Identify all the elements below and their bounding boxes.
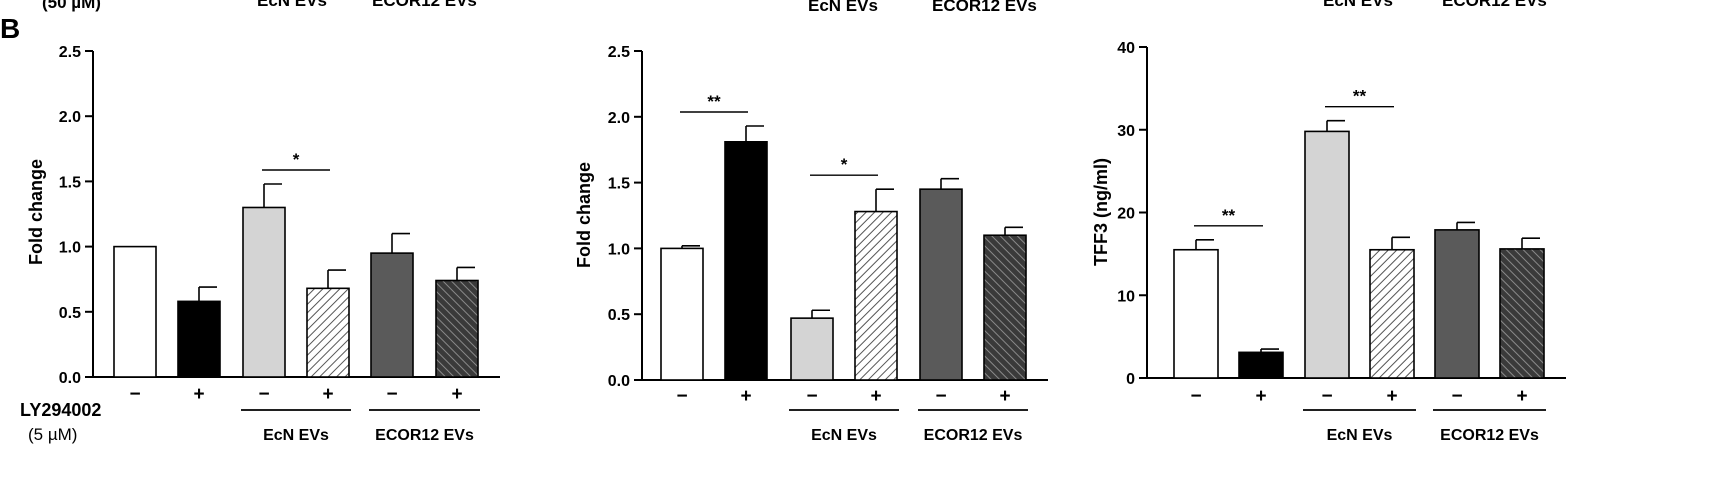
y-tick-label: 2.5	[608, 44, 630, 61]
treatment-sign: −	[1190, 386, 1201, 407]
bar	[1238, 351, 1284, 379]
y-tick-label: 0	[1126, 371, 1135, 388]
treatment-sign: −	[1321, 386, 1332, 407]
treatment-dose: (5 µM)	[28, 425, 77, 444]
group-label: ECOR12 EVs	[924, 427, 1023, 444]
treatment-sign: +	[1386, 386, 1397, 407]
treatment-sign: −	[129, 384, 140, 405]
y-tick-label: 0.5	[59, 305, 81, 322]
y-tick-label: 10	[1117, 288, 1135, 305]
y-tick-label: 1.5	[608, 176, 630, 193]
bar	[1369, 248, 1415, 379]
treatment-sign: +	[740, 386, 751, 407]
bar	[1173, 248, 1219, 379]
significance-label: **	[1222, 206, 1236, 225]
bar	[306, 287, 350, 378]
treatment-sign: +	[451, 384, 462, 405]
y-tick-label: 0.5	[608, 307, 630, 324]
y-tick-label: 20	[1117, 206, 1135, 223]
top-group-label: ECOR12 EVs	[372, 0, 477, 10]
significance-label: **	[707, 92, 721, 111]
y-axis-label: TFF3 (ng/ml)	[1091, 158, 1111, 266]
bar	[242, 206, 286, 378]
bar	[1434, 229, 1480, 379]
treatment-sign: +	[1516, 386, 1527, 407]
group-label: EcN EVs	[811, 427, 877, 444]
y-tick-label: 0.0	[608, 373, 630, 390]
bar	[370, 252, 414, 378]
chart-3: 0 10 20 30 40 TFF3 (ng/ml) ** ** − + − + − + EcN EVs EC…	[1091, 40, 1566, 444]
y-tick-label: 2.0	[608, 110, 630, 127]
y-tick-label: 2.0	[59, 109, 81, 126]
bar	[177, 300, 221, 378]
top-group-label: EcN EVs	[1323, 0, 1393, 10]
y-tick-label: 1.0	[608, 241, 630, 258]
treatment-sign: +	[1255, 386, 1266, 407]
y-tick-label: 1.5	[59, 174, 81, 191]
top-group-label: ECOR12 EVs	[1442, 0, 1547, 10]
treatment-label: LY294002	[20, 400, 101, 420]
bar	[435, 279, 479, 378]
bar	[113, 245, 157, 378]
bar	[1304, 130, 1350, 379]
y-axis-label: Fold change	[26, 159, 46, 265]
treatment-sign: +	[322, 384, 333, 405]
group-label: EcN EVs	[1327, 427, 1393, 444]
treatment-sign: −	[806, 386, 817, 407]
y-tick-label: 30	[1117, 123, 1135, 140]
treatment-sign: −	[1451, 386, 1462, 407]
treatment-sign: +	[870, 386, 881, 407]
significance-label: *	[293, 150, 300, 169]
group-label: ECOR12 EVs	[1440, 427, 1539, 444]
top-group-label: EcN EVs	[257, 0, 327, 10]
treatment-sign: +	[193, 384, 204, 405]
panel-label: B	[0, 13, 20, 44]
treatment-sign: −	[258, 384, 269, 405]
bar	[983, 234, 1027, 381]
bar	[1499, 248, 1545, 379]
y-axis-label: Fold change	[574, 162, 594, 268]
treatment-sign: −	[676, 386, 687, 407]
bar	[660, 247, 704, 381]
chart-1: 0.0 0.5 1.0 1.5 2.0 2.5 Fold change * − + − + − + EcN …	[26, 44, 500, 444]
y-tick-label: 0.0	[59, 370, 81, 387]
bar	[724, 141, 768, 381]
bar	[854, 210, 898, 381]
treatment-sign: +	[999, 386, 1010, 407]
top-group-label: EcN EVs	[808, 0, 878, 15]
group-label: EcN EVs	[263, 427, 329, 444]
y-tick-label: 1.0	[59, 240, 81, 257]
top-group-label: ECOR12 EVs	[932, 0, 1037, 15]
y-tick-label: 2.5	[59, 44, 81, 61]
bar	[790, 317, 834, 381]
treatment-sign: −	[935, 386, 946, 407]
bar	[919, 188, 963, 381]
significance-label: **	[1353, 87, 1367, 106]
treatment-sign: −	[386, 384, 397, 405]
group-label: ECOR12 EVs	[375, 427, 474, 444]
top-dose-fragment: (50 µM)	[42, 0, 101, 12]
significance-label: *	[841, 155, 848, 174]
y-tick-label: 40	[1117, 40, 1135, 57]
